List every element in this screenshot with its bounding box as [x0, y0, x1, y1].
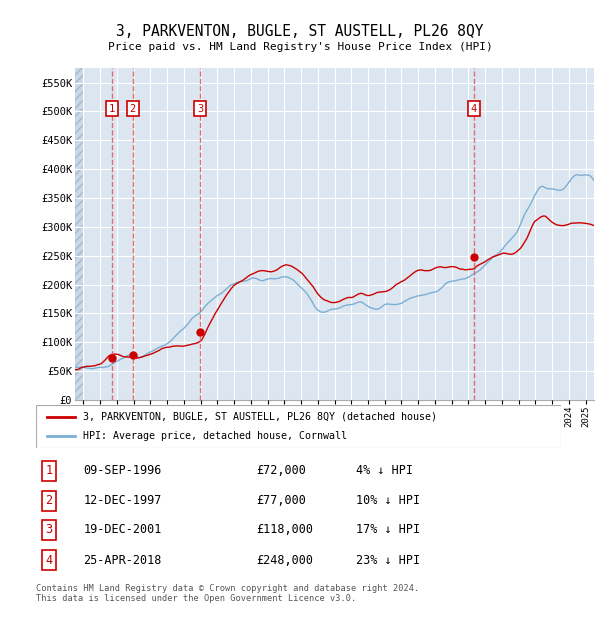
Text: 12-DEC-1997: 12-DEC-1997 — [83, 495, 161, 507]
Text: 09-SEP-1996: 09-SEP-1996 — [83, 464, 161, 477]
Text: 25-APR-2018: 25-APR-2018 — [83, 554, 161, 567]
Text: 19-DEC-2001: 19-DEC-2001 — [83, 523, 161, 536]
Text: £248,000: £248,000 — [257, 554, 314, 567]
Text: 3, PARKVENTON, BUGLE, ST AUSTELL, PL26 8QY: 3, PARKVENTON, BUGLE, ST AUSTELL, PL26 8… — [116, 24, 484, 38]
Text: 4: 4 — [46, 554, 53, 567]
Text: £118,000: £118,000 — [257, 523, 314, 536]
Text: 3: 3 — [46, 523, 53, 536]
Text: 3, PARKVENTON, BUGLE, ST AUSTELL, PL26 8QY (detached house): 3, PARKVENTON, BUGLE, ST AUSTELL, PL26 8… — [83, 412, 437, 422]
Bar — [75, 68, 83, 400]
Text: 17% ↓ HPI: 17% ↓ HPI — [356, 523, 421, 536]
Text: Contains HM Land Registry data © Crown copyright and database right 2024.
This d: Contains HM Land Registry data © Crown c… — [36, 584, 419, 603]
Text: 4: 4 — [470, 104, 477, 113]
Text: £72,000: £72,000 — [257, 464, 307, 477]
Text: Price paid vs. HM Land Registry's House Price Index (HPI): Price paid vs. HM Land Registry's House … — [107, 42, 493, 51]
Text: 1: 1 — [46, 464, 53, 477]
Text: 1: 1 — [109, 104, 115, 113]
Text: £77,000: £77,000 — [257, 495, 307, 507]
Text: 2: 2 — [130, 104, 136, 113]
Text: 23% ↓ HPI: 23% ↓ HPI — [356, 554, 421, 567]
Text: 4% ↓ HPI: 4% ↓ HPI — [356, 464, 413, 477]
Text: 10% ↓ HPI: 10% ↓ HPI — [356, 495, 421, 507]
Text: 3: 3 — [197, 104, 203, 113]
Text: HPI: Average price, detached house, Cornwall: HPI: Average price, detached house, Corn… — [83, 432, 347, 441]
Text: 2: 2 — [46, 495, 53, 507]
